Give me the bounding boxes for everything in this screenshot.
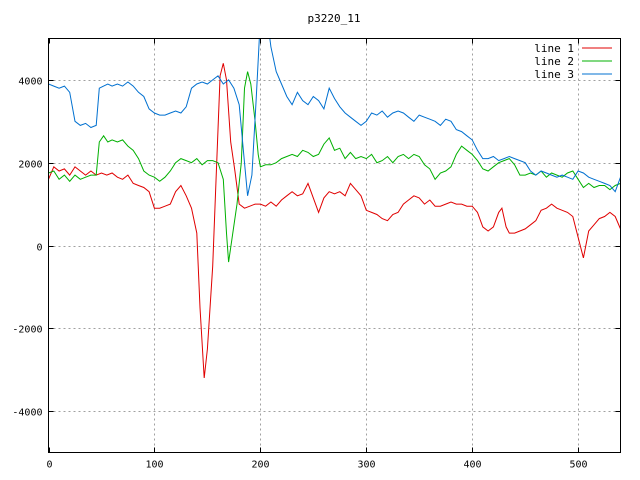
plot-frame	[48, 38, 621, 453]
legend-label-1: line 1	[534, 42, 574, 55]
x-tick-label: 500	[569, 460, 587, 471]
chart-title: p3220_11	[308, 12, 361, 25]
x-tick-label: 400	[463, 460, 481, 471]
series-layer	[48, 38, 621, 379]
y-tick-label: 0	[36, 243, 42, 254]
series-line-1	[48, 63, 621, 379]
x-tick-label: 0	[46, 460, 52, 471]
series-line-3	[48, 38, 621, 196]
grid-layer	[48, 38, 621, 453]
x-tick-label: 200	[251, 460, 269, 471]
legend-label-3: line 3	[534, 68, 574, 81]
y-tick-label: -4000	[12, 408, 42, 419]
y-tick-label: 2000	[18, 160, 42, 171]
tick-layer: 0 100 200 300 400 500 -4000 -2000 0 2000 4000	[12, 38, 621, 471]
legend-label-2: line 2	[534, 55, 574, 68]
y-tick-label: 4000	[18, 77, 42, 88]
series-line-2	[48, 71, 621, 263]
x-tick-label: 100	[145, 460, 163, 471]
x-tick-label: 300	[357, 460, 375, 471]
y-tick-label: -2000	[12, 325, 42, 336]
